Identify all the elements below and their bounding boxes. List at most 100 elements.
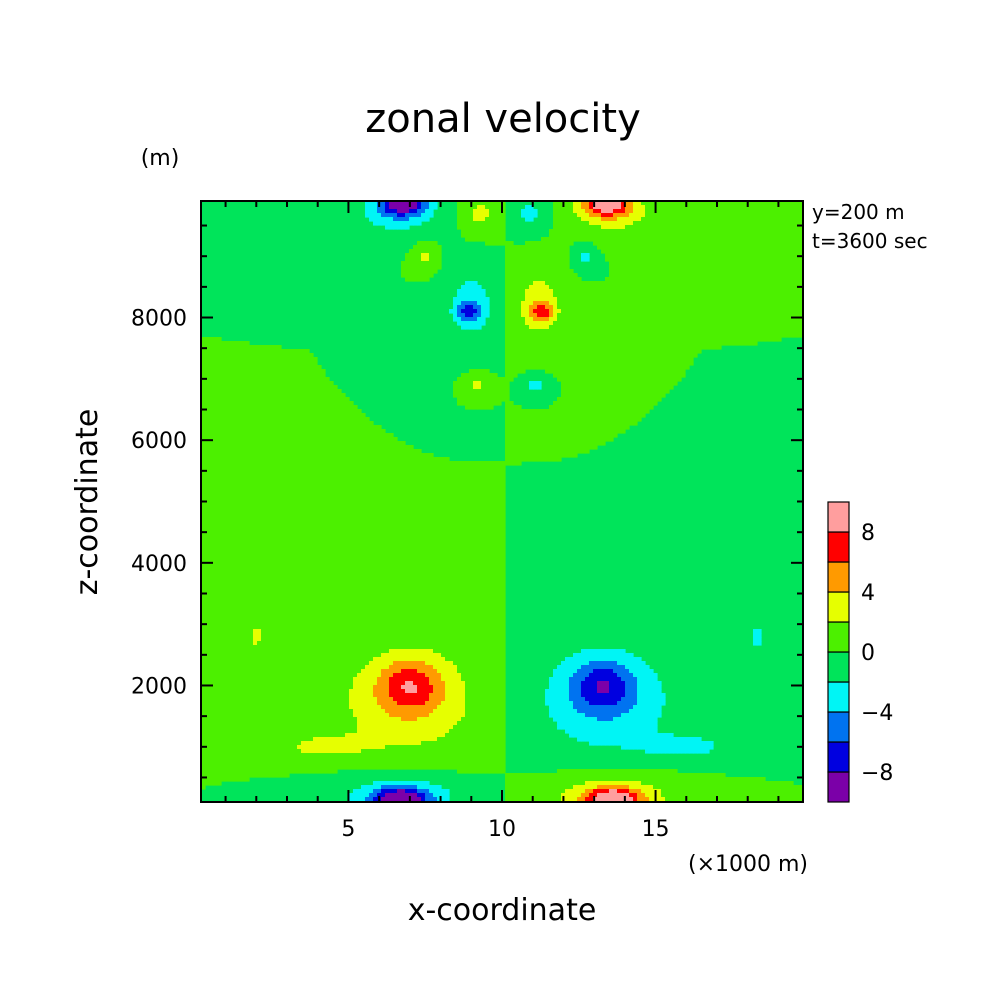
field-cell <box>749 241 754 246</box>
field-cell <box>245 365 250 370</box>
field-cell <box>357 449 362 454</box>
field-cell <box>601 229 606 234</box>
field-cell <box>781 237 786 242</box>
field-cell <box>777 249 782 254</box>
field-cell <box>217 349 222 354</box>
field-cell <box>737 205 742 210</box>
field-cell <box>369 441 374 446</box>
field-cell <box>609 313 614 318</box>
field-cell <box>625 249 630 254</box>
field-cell <box>481 221 486 226</box>
field-cell <box>617 201 622 206</box>
field-cell <box>269 437 274 442</box>
field-cell <box>501 385 506 390</box>
field-cell <box>557 241 562 246</box>
field-cell <box>353 437 358 442</box>
field-cell <box>201 365 206 370</box>
field-cell <box>701 341 706 346</box>
field-cell <box>581 345 586 350</box>
field-cell <box>725 301 730 306</box>
field-cell <box>653 381 658 386</box>
field-cell <box>557 401 562 406</box>
field-cell <box>613 209 618 214</box>
field-cell <box>717 221 722 226</box>
field-cell <box>589 321 594 326</box>
field-cell <box>221 361 226 366</box>
field-cell <box>725 237 730 242</box>
field-cell <box>617 253 622 258</box>
field-cell <box>673 341 678 346</box>
field-cell <box>689 249 694 254</box>
field-cell <box>673 213 678 218</box>
field-cell <box>669 325 674 330</box>
field-cell <box>561 401 566 406</box>
field-cell <box>669 329 674 334</box>
field-cell <box>577 229 582 234</box>
field-cell <box>601 285 606 290</box>
field-cell <box>409 269 414 274</box>
field-cell <box>265 449 270 454</box>
field-cell <box>321 377 326 382</box>
field-cell <box>397 201 402 206</box>
field-cell <box>641 213 646 218</box>
field-cell <box>577 325 582 330</box>
field-cell <box>249 453 254 458</box>
field-cell <box>541 305 546 310</box>
field-cell <box>225 425 230 430</box>
field-cell <box>561 369 566 374</box>
field-cell <box>397 217 402 222</box>
field-cell <box>245 341 250 346</box>
field-cell <box>701 265 706 270</box>
field-cell <box>665 293 670 298</box>
field-cell <box>321 401 326 406</box>
field-cell <box>521 253 526 258</box>
field-cell <box>741 253 746 258</box>
field-cell <box>693 337 698 342</box>
field-cell <box>613 353 618 358</box>
field-cell <box>725 273 730 278</box>
field-cell <box>665 353 670 358</box>
field-cell <box>285 389 290 394</box>
field-cell <box>457 301 462 306</box>
field-cell <box>685 277 690 282</box>
field-cell <box>537 329 542 334</box>
field-cell <box>601 329 606 334</box>
field-cell <box>513 365 518 370</box>
field-cell <box>601 289 606 294</box>
field-cell <box>321 449 326 454</box>
field-cell <box>385 217 390 222</box>
field-cell <box>217 337 222 342</box>
field-cell <box>301 401 306 406</box>
field-cell <box>569 281 574 286</box>
field-cell <box>245 393 250 398</box>
field-cell <box>577 309 582 314</box>
field-cell <box>461 209 466 214</box>
field-cell <box>509 265 514 270</box>
field-cell <box>245 369 250 374</box>
field-cell <box>573 289 578 294</box>
field-cell <box>633 301 638 306</box>
field-cell <box>265 445 270 450</box>
field-cell <box>749 269 754 274</box>
field-cell <box>653 309 658 314</box>
field-cell <box>265 417 270 422</box>
field-cell <box>465 301 470 306</box>
field-cell <box>641 377 646 382</box>
field-cell <box>769 269 774 274</box>
field-cell <box>689 337 694 342</box>
field-cell <box>681 245 686 250</box>
field-cell <box>717 241 722 246</box>
field-cell <box>757 285 762 290</box>
field-cell <box>509 449 514 454</box>
field-cell <box>773 333 778 338</box>
field-cell <box>481 385 486 390</box>
field-cell <box>789 321 794 326</box>
field-cell <box>665 377 670 382</box>
field-cell <box>617 385 622 390</box>
field-cell <box>649 305 654 310</box>
field-cell <box>285 373 290 378</box>
field-cell <box>557 325 562 330</box>
field-cell <box>293 353 298 358</box>
field-cell <box>273 417 278 422</box>
field-cell <box>473 321 478 326</box>
